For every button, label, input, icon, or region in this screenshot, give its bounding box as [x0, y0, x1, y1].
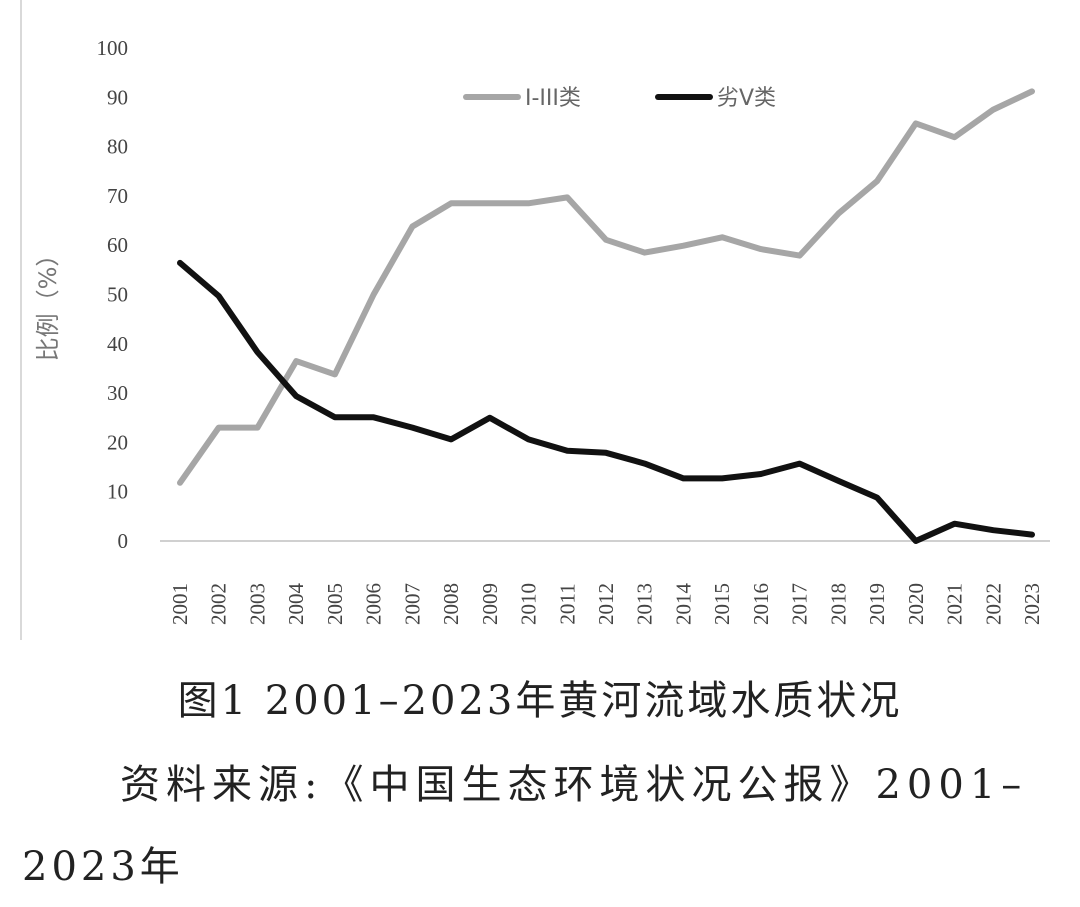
source-note-line-1: 资料来源:《中国生态环境状况公报》2001– — [120, 762, 1028, 808]
x-tick-label: 2009 — [478, 583, 502, 625]
y-tick-label: 90 — [107, 85, 128, 109]
series-line-2 — [177, 259, 1035, 544]
legend-label-2: 劣V类 — [717, 86, 776, 111]
y-tick-label: 100 — [97, 36, 129, 60]
x-tick-label: 2021 — [943, 583, 967, 625]
y-tick-label: 50 — [107, 283, 128, 307]
y-tick-label: 60 — [107, 233, 128, 257]
chart-svg: 0 10 20 30 40 50 60 70 80 90 100 2001 2002 2003 2004 20… — [34, 36, 1050, 626]
x-tick-label: 2014 — [671, 583, 695, 626]
figure-caption: 图1 2001–2023年黄河流域水质状况 — [177, 678, 903, 724]
x-tick-label: 2013 — [633, 583, 657, 625]
y-tick-label: 80 — [107, 135, 128, 159]
y-tick-label: 70 — [107, 184, 128, 208]
x-tick-label: 2022 — [981, 583, 1005, 625]
y-tick-label: 30 — [107, 381, 128, 405]
legend-label-1: I-III类 — [525, 86, 581, 111]
source-note-line-2: 2023年 — [22, 844, 184, 890]
x-tick-label: 2011 — [555, 583, 579, 624]
y-tick-label: 20 — [107, 430, 128, 454]
x-tick-label: 2019 — [865, 583, 889, 625]
y-tick-label: 40 — [107, 332, 128, 356]
x-tick-label: 2007 — [400, 583, 424, 625]
x-tick-label: 2002 — [207, 583, 231, 625]
x-tick-label: 2001 — [168, 583, 192, 625]
x-tick-label: 2004 — [284, 583, 308, 626]
y-tick-label: 10 — [107, 480, 128, 504]
x-tick-label: 2018 — [826, 583, 850, 625]
x-tick-label: 2012 — [594, 583, 618, 625]
x-tick-label: 2015 — [710, 583, 734, 625]
x-tick-label: 2006 — [362, 583, 386, 625]
x-tick-label: 2017 — [788, 583, 812, 625]
x-tick-label: 2008 — [439, 583, 463, 625]
series-line-1 — [177, 88, 1035, 486]
x-tick-label: 2005 — [323, 583, 347, 625]
y-axis-label: 比例（%） — [34, 243, 62, 362]
y-tick-label: 0 — [118, 529, 129, 553]
x-tick-label: 2016 — [749, 583, 773, 625]
line-chart: 0 10 20 30 40 50 60 70 80 90 100 2001 2002 2003 2004 20… — [34, 36, 1050, 626]
x-tick-label: 2023 — [1020, 583, 1044, 625]
x-tick-label: 2020 — [904, 583, 928, 625]
x-tick-label: 2010 — [517, 583, 541, 625]
x-tick-label: 2003 — [245, 583, 269, 625]
left-border-rule — [20, 0, 22, 640]
